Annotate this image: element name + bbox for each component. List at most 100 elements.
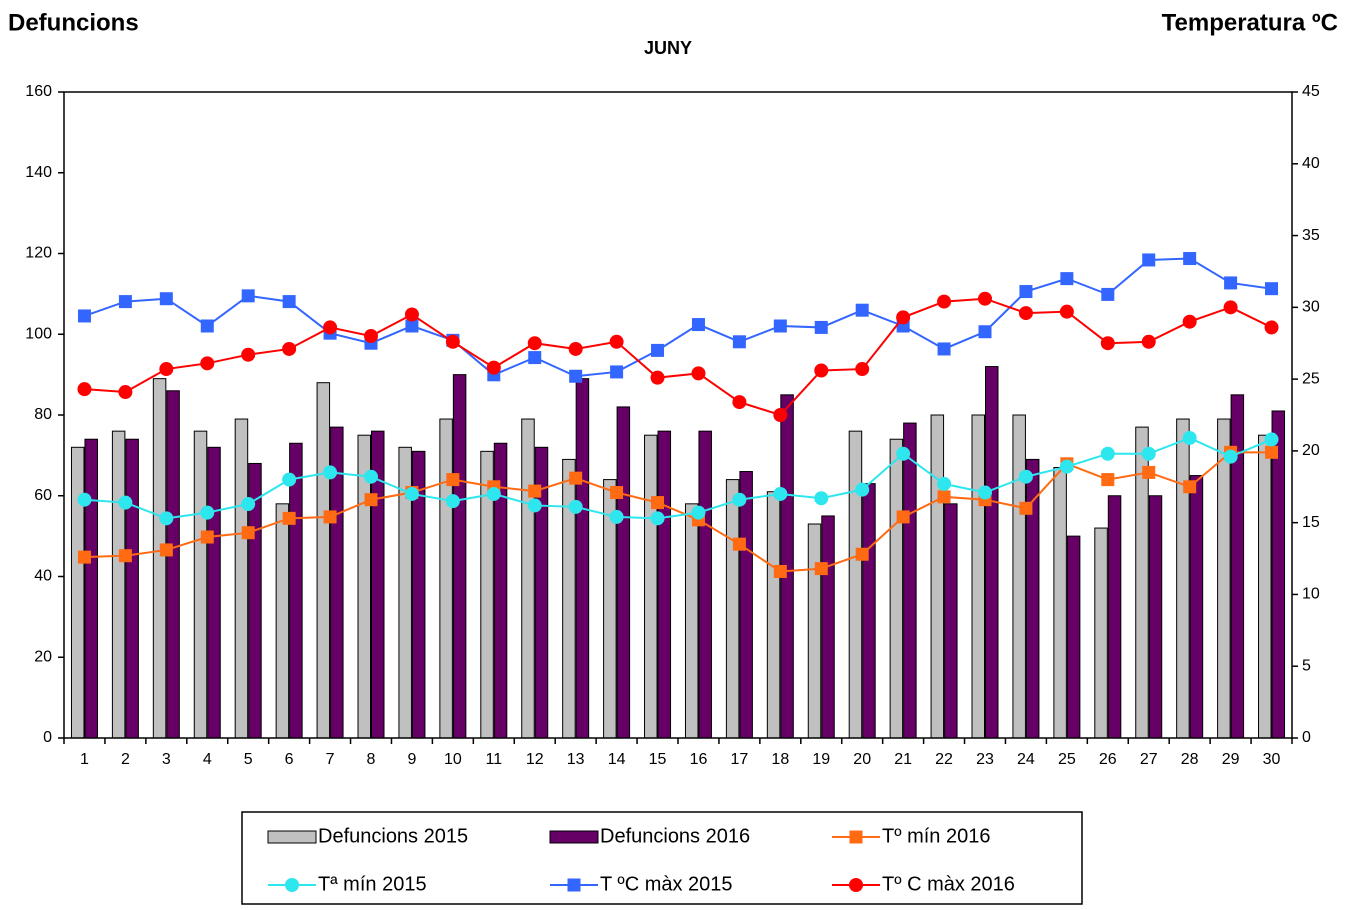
point-marker xyxy=(1182,314,1197,329)
y-tick-label: 100 xyxy=(25,325,52,342)
point-marker xyxy=(732,395,747,410)
point-marker xyxy=(159,543,173,557)
point-marker xyxy=(569,471,583,485)
line xyxy=(84,436,1272,520)
bar xyxy=(821,515,835,739)
bar xyxy=(575,378,590,739)
x-tick-label: 27 xyxy=(1140,751,1158,768)
point-marker xyxy=(118,295,132,309)
point-marker xyxy=(364,329,378,344)
x-tick-label: 9 xyxy=(407,751,416,768)
bar xyxy=(862,483,876,739)
point-marker xyxy=(282,295,296,309)
point-marker xyxy=(1060,272,1074,286)
point-marker xyxy=(773,564,787,578)
bar xyxy=(1258,434,1272,739)
point-marker xyxy=(855,482,870,497)
line xyxy=(84,451,1272,573)
point-marker xyxy=(282,472,297,487)
point-marker xyxy=(610,365,624,379)
point-marker xyxy=(814,491,829,506)
x-tick-label: 6 xyxy=(285,751,294,768)
point-marker xyxy=(732,537,746,551)
chart-title: JUNY xyxy=(644,38,692,58)
point-marker xyxy=(1264,432,1279,447)
bar xyxy=(1176,418,1190,739)
point-marker xyxy=(446,473,460,487)
point-marker xyxy=(814,320,828,334)
point-marker xyxy=(200,319,214,333)
point-marker xyxy=(651,343,665,357)
x-tick-label: 8 xyxy=(367,751,376,768)
y2-tick-label: 35 xyxy=(1302,227,1320,244)
y-tick-label: 160 xyxy=(25,83,52,100)
x-tick-label: 11 xyxy=(485,751,502,768)
point-marker xyxy=(773,408,788,422)
legend-label: Tº mín 2016 xyxy=(882,825,990,847)
bar xyxy=(644,434,658,739)
point-marker xyxy=(159,362,174,377)
bar xyxy=(1189,475,1204,739)
legend-box xyxy=(241,811,1083,905)
y2-tick-label: 20 xyxy=(1302,442,1320,459)
bar xyxy=(1053,466,1067,739)
point-marker xyxy=(241,289,255,303)
point-marker xyxy=(732,492,747,507)
point-marker xyxy=(814,363,829,378)
bar xyxy=(1148,495,1163,739)
x-tick-label: 17 xyxy=(731,751,749,768)
point-marker xyxy=(323,465,338,480)
point-marker xyxy=(118,385,133,400)
point-marker xyxy=(404,486,419,501)
x-tick-label: 22 xyxy=(935,751,953,768)
y2-tick-label: 30 xyxy=(1302,299,1320,316)
x-tick-label: 7 xyxy=(326,751,335,768)
bar xyxy=(985,366,999,739)
point-marker xyxy=(609,334,624,349)
point-marker xyxy=(1182,430,1197,445)
point-marker xyxy=(1100,336,1115,351)
bar xyxy=(1094,527,1108,739)
point-marker xyxy=(159,511,174,526)
point-marker xyxy=(896,510,910,524)
point-marker xyxy=(855,303,869,317)
y2-tick-label: 45 xyxy=(1302,83,1320,100)
point-marker xyxy=(978,325,992,339)
bar xyxy=(616,406,631,739)
x-tick-label: 28 xyxy=(1181,751,1199,768)
point-marker xyxy=(200,356,215,371)
legend-swatch xyxy=(549,830,599,844)
point-marker xyxy=(1101,473,1115,487)
legend-marker xyxy=(285,878,299,892)
point-marker xyxy=(1183,252,1197,266)
line xyxy=(84,257,1272,378)
bar xyxy=(521,418,535,739)
point-marker xyxy=(1142,253,1156,267)
point-marker xyxy=(937,476,952,491)
bar xyxy=(903,422,917,739)
point-marker xyxy=(1265,282,1279,296)
bar xyxy=(1066,535,1081,739)
x-tick-label: 13 xyxy=(567,751,585,768)
bar xyxy=(439,418,453,739)
point-marker xyxy=(773,486,788,501)
point-marker xyxy=(650,370,665,385)
bar xyxy=(1107,495,1122,739)
bar xyxy=(684,503,699,739)
point-marker xyxy=(896,310,911,325)
point-marker xyxy=(1223,300,1238,315)
bar xyxy=(152,378,167,739)
y2-axis-title: Temperatura ºC xyxy=(1162,9,1338,36)
point-marker xyxy=(1142,465,1156,479)
bar xyxy=(739,471,753,739)
x-tick-label: 4 xyxy=(203,751,212,768)
point-marker xyxy=(1059,459,1074,474)
x-tick-label: 19 xyxy=(812,751,830,768)
point-marker xyxy=(282,511,296,525)
bar xyxy=(111,430,126,739)
point-marker xyxy=(323,320,338,335)
bar xyxy=(1012,414,1026,739)
point-marker xyxy=(978,485,992,500)
y2-tick-label: 0 xyxy=(1302,729,1311,746)
